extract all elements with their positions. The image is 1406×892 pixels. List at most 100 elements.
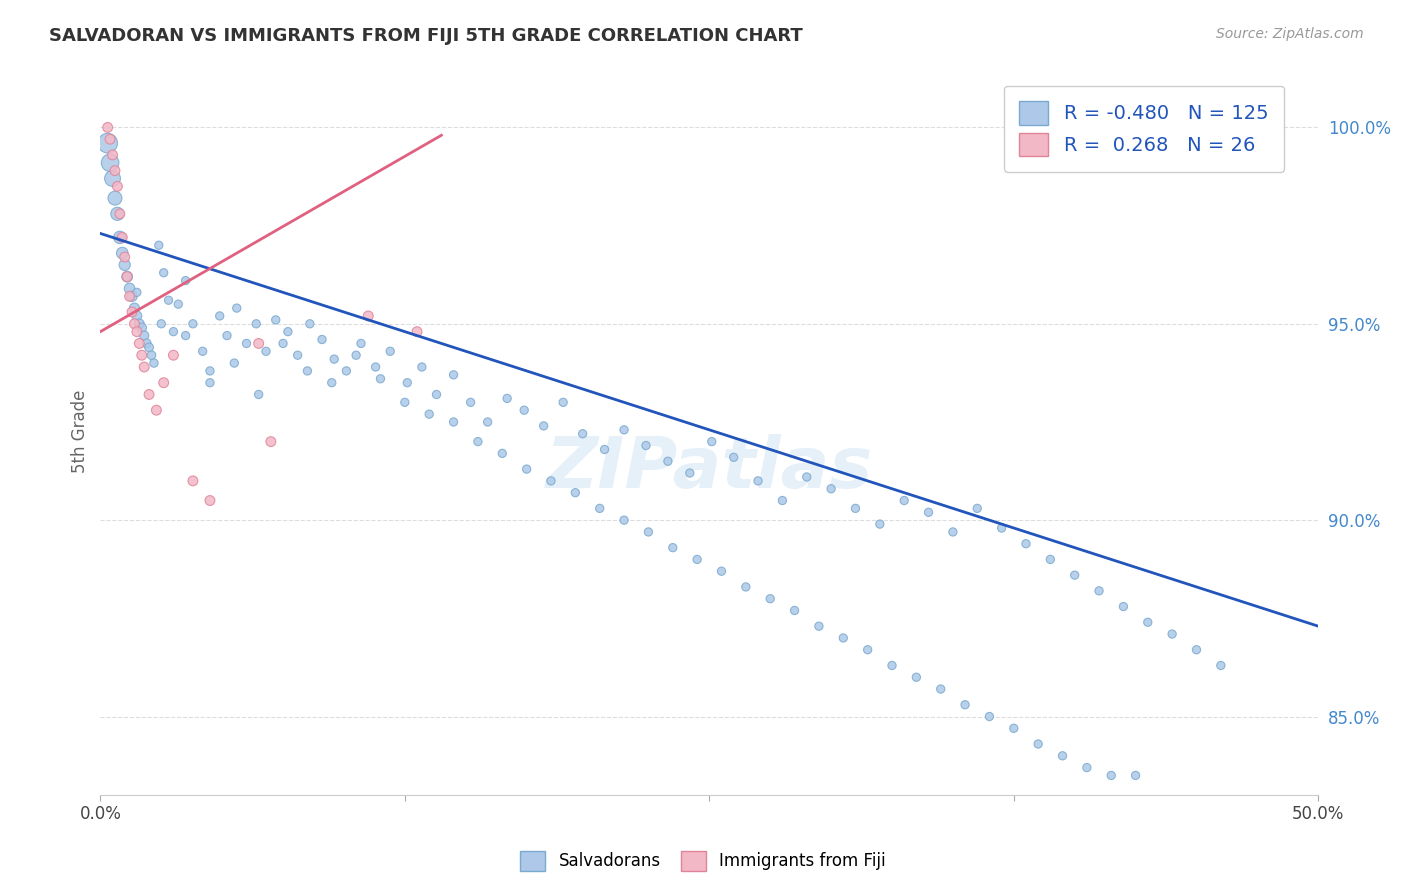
Point	[1002, 721, 1025, 735]
Legend: R = -0.480   N = 125, R =  0.268   N = 26: R = -0.480 N = 125, R = 0.268 N = 26	[1004, 86, 1284, 172]
Point	[1185, 642, 1208, 657]
Point	[191, 344, 214, 359]
Point	[174, 274, 197, 288]
Point	[125, 285, 148, 300]
Point	[425, 387, 447, 401]
Point	[1125, 768, 1147, 782]
Point	[406, 325, 429, 339]
Point	[128, 336, 150, 351]
Point	[118, 281, 141, 295]
Text: Source: ZipAtlas.com: Source: ZipAtlas.com	[1216, 27, 1364, 41]
Point	[966, 501, 988, 516]
Point	[657, 454, 679, 468]
Point	[700, 434, 723, 449]
Point	[128, 317, 150, 331]
Point	[198, 364, 221, 378]
Point	[115, 269, 138, 284]
Point	[723, 450, 745, 465]
Point	[796, 470, 818, 484]
Point	[396, 376, 419, 390]
Point	[394, 395, 416, 409]
Point	[115, 269, 138, 284]
Point	[1136, 615, 1159, 630]
Point	[125, 325, 148, 339]
Point	[443, 368, 465, 382]
Point	[298, 317, 321, 331]
Point	[114, 250, 136, 264]
Point	[131, 320, 153, 334]
Point	[1076, 761, 1098, 775]
Point	[162, 325, 184, 339]
Point	[208, 309, 231, 323]
Point	[104, 191, 127, 205]
Point	[533, 418, 555, 433]
Point	[357, 309, 380, 323]
Point	[118, 289, 141, 303]
Point	[942, 524, 965, 539]
Point	[783, 603, 806, 617]
Point	[411, 359, 433, 374]
Point	[321, 376, 343, 390]
Point	[121, 289, 143, 303]
Point	[662, 541, 685, 555]
Point	[181, 474, 204, 488]
Point	[1209, 658, 1232, 673]
Point	[297, 364, 319, 378]
Point	[101, 148, 124, 162]
Point	[125, 309, 148, 323]
Point	[124, 317, 146, 331]
Point	[905, 670, 928, 684]
Point	[138, 340, 160, 354]
Point	[134, 359, 156, 374]
Point	[198, 376, 221, 390]
Point	[491, 446, 513, 460]
Point	[134, 328, 156, 343]
Point	[181, 317, 204, 331]
Point	[152, 376, 174, 390]
Point	[97, 136, 120, 150]
Point	[613, 513, 636, 527]
Point	[869, 517, 891, 532]
Point	[1026, 737, 1049, 751]
Text: ZIPatlas: ZIPatlas	[546, 434, 873, 502]
Point	[979, 709, 1001, 723]
Legend: Salvadorans, Immigrants from Fiji: Salvadorans, Immigrants from Fiji	[512, 842, 894, 880]
Point	[734, 580, 756, 594]
Point	[215, 328, 238, 343]
Point	[1112, 599, 1135, 614]
Point	[637, 524, 659, 539]
Point	[679, 466, 702, 480]
Point	[107, 207, 129, 221]
Point	[157, 293, 180, 308]
Point	[162, 348, 184, 362]
Point	[277, 325, 299, 339]
Point	[141, 348, 163, 362]
Point	[247, 387, 270, 401]
Point	[1088, 583, 1111, 598]
Point	[350, 336, 373, 351]
Point	[148, 238, 170, 252]
Point	[271, 336, 294, 351]
Point	[686, 552, 709, 566]
Y-axis label: 5th Grade: 5th Grade	[72, 390, 89, 474]
Point	[107, 179, 129, 194]
Point	[496, 392, 519, 406]
Point	[613, 423, 636, 437]
Point	[917, 505, 939, 519]
Point	[98, 132, 121, 146]
Point	[418, 407, 440, 421]
Point	[311, 333, 333, 347]
Point	[364, 359, 387, 374]
Point	[245, 317, 267, 331]
Point	[370, 372, 392, 386]
Point	[1015, 537, 1038, 551]
Point	[323, 352, 346, 367]
Point	[1039, 552, 1062, 566]
Point	[135, 336, 157, 351]
Point	[990, 521, 1012, 535]
Point	[344, 348, 367, 362]
Point	[260, 434, 283, 449]
Point	[467, 434, 489, 449]
Point	[460, 395, 482, 409]
Point	[540, 474, 562, 488]
